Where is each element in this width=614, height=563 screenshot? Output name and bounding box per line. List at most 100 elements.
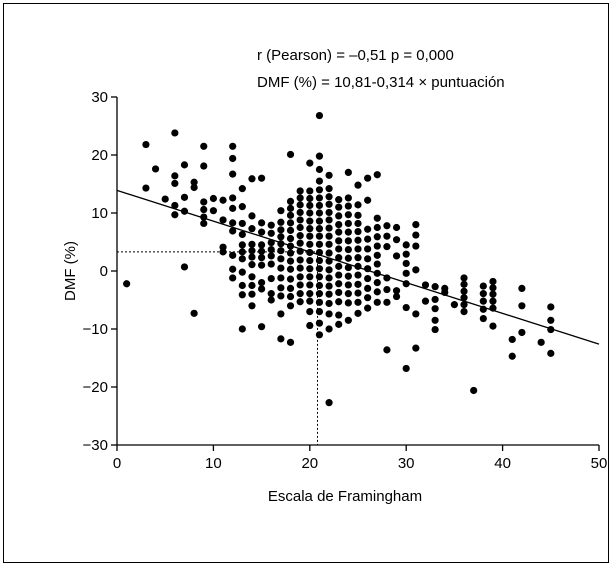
data-point — [364, 174, 372, 182]
data-point — [238, 291, 246, 299]
data-point — [296, 208, 304, 217]
data-point — [296, 232, 304, 240]
data-point — [200, 162, 208, 170]
data-point — [335, 237, 343, 245]
data-point — [258, 254, 266, 262]
data-point — [219, 216, 227, 224]
data-point — [258, 323, 266, 331]
data-point — [180, 263, 189, 271]
data-point — [286, 275, 295, 283]
data-point — [238, 241, 246, 249]
data-point — [248, 212, 256, 220]
data-point — [142, 184, 150, 192]
data-point — [238, 230, 246, 239]
data-point — [306, 225, 314, 233]
data-point — [325, 249, 333, 257]
data-point — [373, 288, 381, 296]
data-point — [364, 235, 372, 243]
data-point — [277, 264, 285, 272]
scatter-chart: 0 10 20 30 40 50 30 20 10 0 −10 −20 −30 r (Pearson)… — [62, 47, 607, 505]
data-point — [286, 197, 295, 205]
data-point — [286, 265, 295, 273]
data-point — [315, 256, 324, 265]
data-point — [315, 177, 324, 185]
data-point — [325, 310, 333, 318]
data-point — [344, 211, 352, 219]
data-point — [306, 217, 314, 225]
data-point — [277, 226, 285, 234]
data-point — [383, 232, 391, 240]
data-point — [325, 171, 333, 179]
data-point — [325, 290, 333, 298]
data-point — [344, 202, 352, 210]
x-tick-label: 40 — [494, 455, 511, 472]
data-point — [277, 284, 285, 292]
data-point — [479, 314, 487, 323]
data-point — [258, 279, 266, 287]
data-point — [335, 203, 343, 211]
data-point — [344, 219, 352, 228]
data-point — [315, 290, 324, 298]
data-point — [373, 171, 381, 179]
data-point — [238, 255, 246, 263]
data-point — [412, 310, 420, 318]
data-point — [277, 292, 285, 300]
data-point — [354, 280, 362, 288]
data-point — [325, 200, 333, 208]
regression-line — [116, 189, 600, 345]
data-point — [315, 194, 324, 202]
data-point — [364, 284, 372, 292]
data-point — [315, 186, 324, 194]
data-point — [286, 302, 295, 310]
data-point — [547, 303, 555, 311]
data-point — [489, 284, 497, 292]
data-point — [489, 322, 497, 330]
data-point — [325, 299, 333, 308]
data-point — [315, 152, 324, 160]
data-point — [412, 344, 420, 352]
data-point — [190, 183, 198, 192]
annotation-pearson: r (Pearson) = –0,51 p = 0,000 — [257, 47, 454, 64]
data-point — [547, 316, 555, 324]
data-point — [306, 265, 314, 273]
data-point — [412, 231, 420, 239]
data-point — [431, 283, 439, 291]
data-point — [229, 154, 237, 163]
data-point — [229, 219, 237, 227]
data-point — [325, 257, 333, 265]
data-point — [267, 290, 275, 298]
data-point — [373, 242, 381, 250]
data-point — [325, 185, 333, 193]
data-point — [306, 159, 314, 167]
data-point — [315, 281, 324, 290]
x-tick-label: 0 — [113, 455, 121, 472]
data-point — [460, 308, 468, 316]
data-point — [392, 252, 401, 260]
data-point — [296, 194, 304, 202]
data-point — [306, 308, 314, 316]
data-point — [238, 268, 246, 276]
data-point — [248, 240, 256, 248]
data-point — [325, 274, 333, 282]
data-point — [354, 309, 362, 317]
data-point — [200, 219, 208, 228]
data-point — [412, 221, 420, 229]
data-point — [267, 221, 275, 229]
data-point — [354, 181, 362, 189]
data-point — [277, 218, 285, 226]
data-point — [238, 203, 246, 211]
data-point — [354, 227, 362, 236]
data-point — [171, 179, 179, 188]
data-point — [277, 310, 285, 318]
y-tick-label: −10 — [83, 321, 108, 338]
data-point — [258, 174, 266, 182]
data-point — [286, 292, 295, 301]
data-point — [296, 187, 304, 195]
data-point — [277, 247, 285, 255]
data-point — [306, 273, 314, 281]
x-ticks: 0 10 20 30 40 50 — [113, 445, 607, 472]
data-point — [238, 281, 246, 290]
data-point — [315, 265, 324, 273]
data-point — [315, 165, 324, 174]
data-point — [373, 260, 381, 268]
